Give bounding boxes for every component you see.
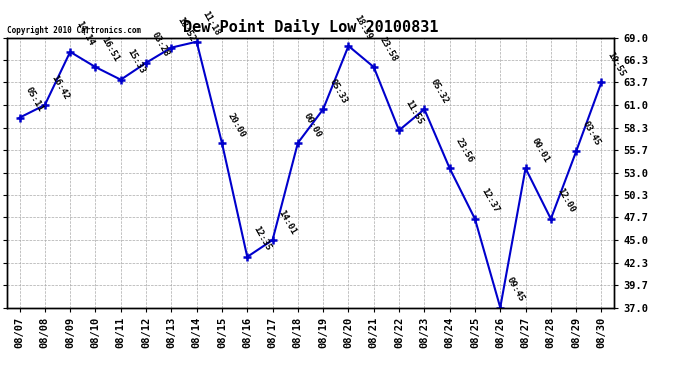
Text: 11:55: 11:55 <box>403 98 424 126</box>
Text: 03:28: 03:28 <box>150 31 171 58</box>
Text: 11:18: 11:18 <box>201 10 222 38</box>
Text: 00:01: 00:01 <box>530 136 551 164</box>
Text: 14:14: 14:14 <box>75 20 95 48</box>
Text: Copyright 2010 Cartronics.com: Copyright 2010 Cartronics.com <box>7 26 141 35</box>
Text: 15:33: 15:33 <box>125 48 146 75</box>
Text: 16:42: 16:42 <box>49 73 70 101</box>
Text: 20:00: 20:00 <box>226 111 247 139</box>
Text: 05:33: 05:33 <box>327 77 348 105</box>
Text: 12:00: 12:00 <box>555 187 576 215</box>
Text: 23:56: 23:56 <box>454 136 475 164</box>
Text: 14:01: 14:01 <box>277 208 298 236</box>
Text: 10:55: 10:55 <box>606 50 627 78</box>
Text: 00:00: 00:00 <box>302 111 323 139</box>
Text: 05:32: 05:32 <box>428 77 450 105</box>
Text: 18:52: 18:52 <box>175 16 197 44</box>
Text: 23:58: 23:58 <box>378 35 399 63</box>
Text: 09:45: 09:45 <box>504 276 526 303</box>
Text: 03:45: 03:45 <box>580 120 602 147</box>
Text: 12:37: 12:37 <box>479 187 500 215</box>
Text: 12:35: 12:35 <box>251 225 273 253</box>
Title: Dew Point Daily Low 20100831: Dew Point Daily Low 20100831 <box>183 19 438 35</box>
Text: 05:11: 05:11 <box>23 86 45 114</box>
Text: 16:51: 16:51 <box>99 35 121 63</box>
Text: 18:39: 18:39 <box>353 14 374 42</box>
